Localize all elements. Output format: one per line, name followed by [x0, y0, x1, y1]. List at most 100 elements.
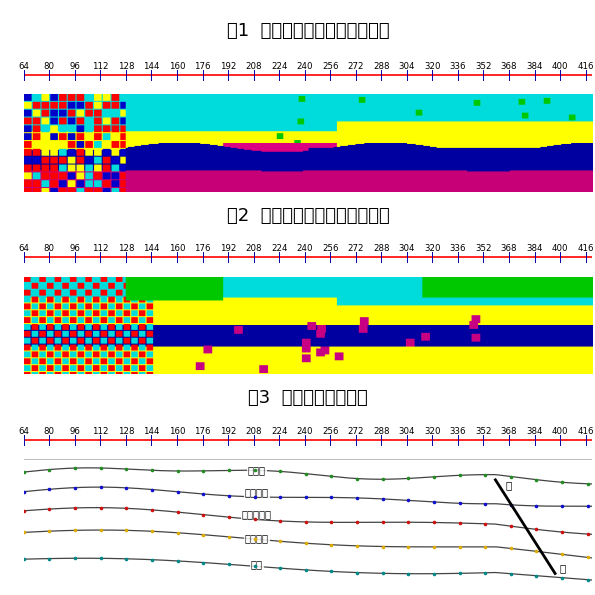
- Point: [352, 493, 362, 503]
- Point: [532, 571, 541, 581]
- Point: [147, 505, 156, 515]
- Point: [352, 568, 362, 577]
- Point: [224, 559, 234, 569]
- Text: 272: 272: [347, 62, 364, 71]
- Text: 368: 368: [501, 427, 517, 436]
- Point: [250, 465, 259, 475]
- Text: 96: 96: [70, 427, 80, 436]
- Point: [327, 518, 336, 527]
- Point: [121, 525, 131, 535]
- Text: 强风化层: 强风化层: [245, 487, 269, 497]
- Point: [199, 530, 208, 540]
- Text: 80: 80: [44, 62, 55, 71]
- Text: 64: 64: [18, 245, 29, 253]
- Point: [224, 532, 234, 541]
- Text: 弱风化层: 弱风化层: [245, 533, 269, 543]
- Point: [378, 518, 387, 527]
- Text: 160: 160: [169, 427, 185, 436]
- Point: [45, 484, 54, 494]
- Point: [532, 525, 541, 534]
- Point: [199, 558, 208, 567]
- Point: [327, 540, 336, 550]
- Text: 288: 288: [373, 62, 390, 71]
- Point: [173, 466, 182, 476]
- Text: 336: 336: [450, 62, 466, 71]
- Text: 352: 352: [475, 427, 491, 436]
- Text: 图2  施伦贝尔法电阻率等值线图: 图2 施伦贝尔法电阻率等值线图: [227, 206, 389, 225]
- Point: [224, 491, 234, 500]
- Text: 80: 80: [44, 427, 55, 436]
- Point: [45, 554, 54, 563]
- Point: [19, 487, 29, 496]
- Point: [429, 542, 439, 552]
- Point: [250, 492, 259, 502]
- Point: [121, 554, 131, 563]
- Text: 352: 352: [475, 245, 491, 253]
- Text: 128: 128: [118, 62, 134, 71]
- Point: [96, 553, 105, 563]
- Point: [173, 556, 182, 566]
- Text: 176: 176: [195, 245, 211, 253]
- Text: 80: 80: [44, 245, 55, 253]
- Point: [199, 510, 208, 519]
- Point: [558, 573, 567, 583]
- Point: [96, 483, 105, 492]
- Point: [455, 471, 464, 480]
- Point: [583, 575, 593, 584]
- Text: 384: 384: [527, 62, 543, 71]
- Text: 240: 240: [296, 245, 313, 253]
- Point: [532, 501, 541, 511]
- Text: 224: 224: [271, 245, 287, 253]
- Point: [429, 497, 439, 507]
- Text: 288: 288: [373, 245, 390, 253]
- Text: 基岩: 基岩: [251, 559, 263, 569]
- Point: [532, 475, 541, 484]
- Point: [480, 542, 490, 552]
- Point: [480, 519, 490, 528]
- Point: [455, 518, 464, 528]
- Text: 368: 368: [501, 62, 517, 71]
- Point: [506, 472, 516, 481]
- Point: [45, 527, 54, 536]
- Text: 384: 384: [527, 245, 543, 253]
- Text: 144: 144: [143, 427, 159, 436]
- Text: 160: 160: [169, 62, 185, 71]
- Point: [70, 483, 80, 493]
- Point: [403, 496, 413, 505]
- Point: [301, 517, 311, 527]
- Point: [301, 538, 311, 548]
- Point: [301, 565, 311, 575]
- Point: [301, 469, 311, 478]
- Text: 336: 336: [450, 427, 466, 436]
- Point: [378, 569, 387, 578]
- Text: 304: 304: [399, 62, 415, 71]
- Point: [173, 487, 182, 496]
- Point: [429, 569, 439, 578]
- Point: [327, 493, 336, 502]
- Point: [352, 474, 362, 483]
- Point: [532, 547, 541, 556]
- Text: 384: 384: [527, 427, 543, 436]
- Point: [199, 466, 208, 475]
- Point: [96, 503, 105, 512]
- Point: [96, 464, 105, 473]
- Point: [96, 525, 105, 535]
- Point: [275, 516, 285, 526]
- Text: 256: 256: [322, 245, 339, 253]
- Point: [45, 505, 54, 514]
- Text: 256: 256: [322, 62, 339, 71]
- Text: 272: 272: [347, 427, 364, 436]
- Text: 128: 128: [118, 427, 134, 436]
- Text: 128: 128: [118, 245, 134, 253]
- Point: [506, 569, 516, 578]
- Text: 208: 208: [245, 62, 262, 71]
- Text: 64: 64: [18, 62, 29, 71]
- Point: [403, 518, 413, 527]
- Point: [147, 465, 156, 475]
- Point: [429, 518, 439, 527]
- Point: [558, 502, 567, 511]
- Text: 112: 112: [92, 62, 109, 71]
- Point: [583, 530, 593, 539]
- Text: 320: 320: [424, 427, 441, 436]
- Point: [224, 512, 234, 522]
